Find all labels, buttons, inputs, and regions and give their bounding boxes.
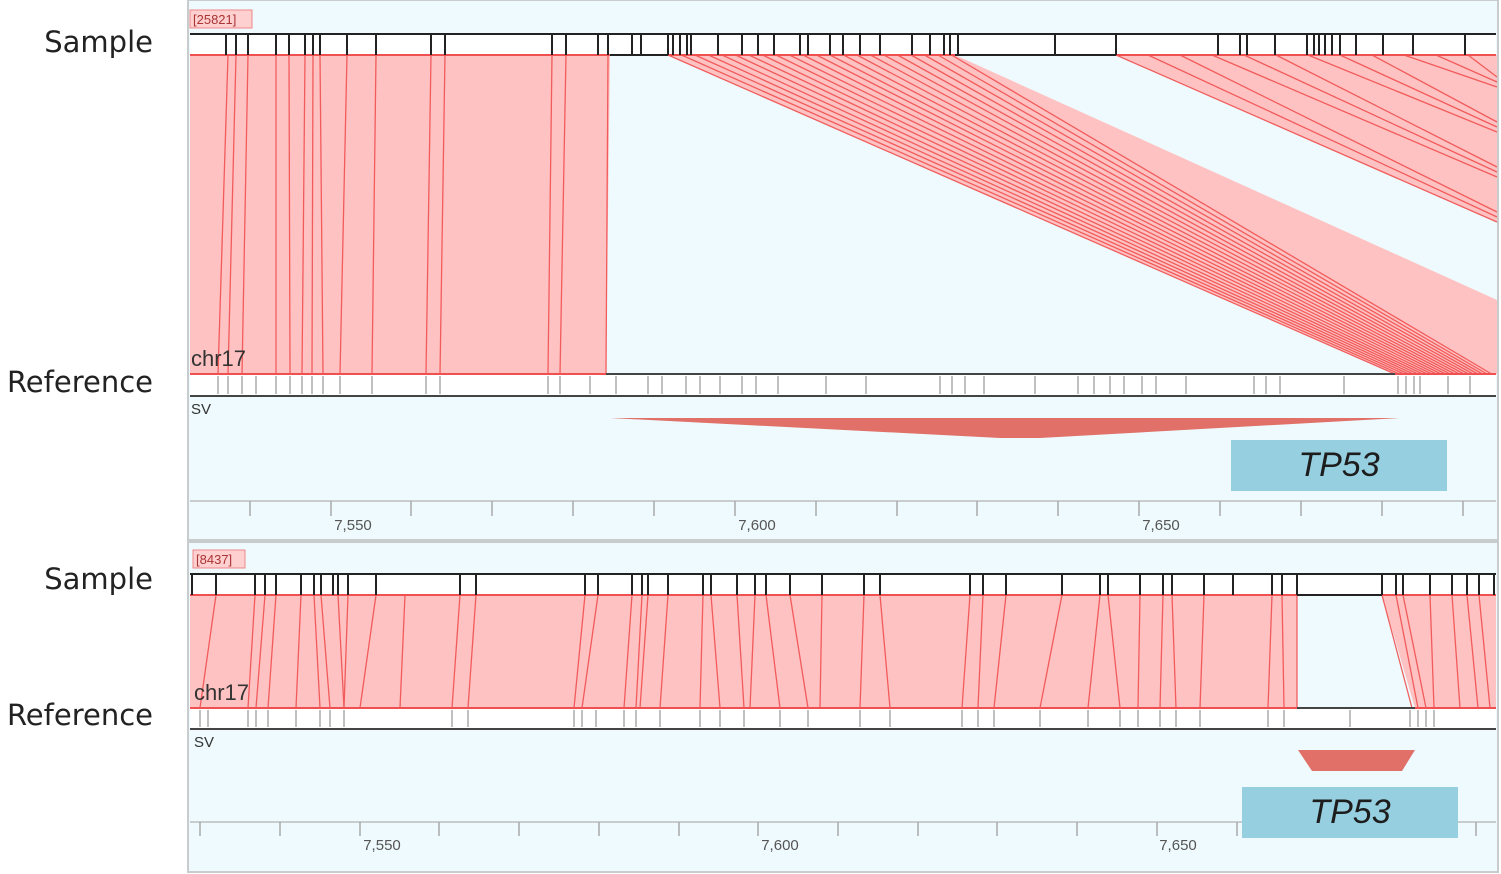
sample-map-2 xyxy=(190,574,1496,595)
map-id-2: [8437] xyxy=(196,552,232,567)
chrom-label-1: chr17 xyxy=(191,346,246,371)
gene-tp53-1[interactable]: TP53 xyxy=(1231,440,1447,491)
panel-2: [8437] chr17 SV 7,550 7,600 7,650 xyxy=(187,541,1499,873)
reference-label-2: Reference xyxy=(6,698,153,732)
alignment-block-5 xyxy=(962,595,1297,708)
reference-map-1 xyxy=(190,374,1496,396)
gene-tp53-2[interactable]: TP53 xyxy=(1242,787,1458,838)
alignment-lines-2 xyxy=(199,594,1491,709)
alignment-block-6 xyxy=(1382,595,1496,708)
reference-label-1: Reference xyxy=(6,365,153,399)
alignment-block-1 xyxy=(190,55,610,374)
chrom-label-2: chr17 xyxy=(194,680,249,705)
sample-label-1: Sample xyxy=(44,25,153,59)
sample-label-2: Sample xyxy=(44,562,153,596)
axis-tick-label: 7,550 xyxy=(363,837,401,854)
sv-label-1: SV xyxy=(191,401,211,418)
alignment-lines-1 xyxy=(217,54,1498,375)
sv-label-2: SV xyxy=(194,734,214,751)
axis-tick-label: 7,550 xyxy=(334,517,372,534)
reference-map-2 xyxy=(190,708,1496,729)
axis-tick-label: 7,650 xyxy=(1142,517,1180,534)
axis-tick-label: 7,600 xyxy=(738,517,776,534)
sv-deletion-1 xyxy=(610,418,1400,438)
axis-tick-label: 7,650 xyxy=(1159,837,1197,854)
sv-deletion-2 xyxy=(1298,750,1415,771)
map-id-1: [25821] xyxy=(193,12,236,27)
axis-tick-label: 7,600 xyxy=(761,837,799,854)
